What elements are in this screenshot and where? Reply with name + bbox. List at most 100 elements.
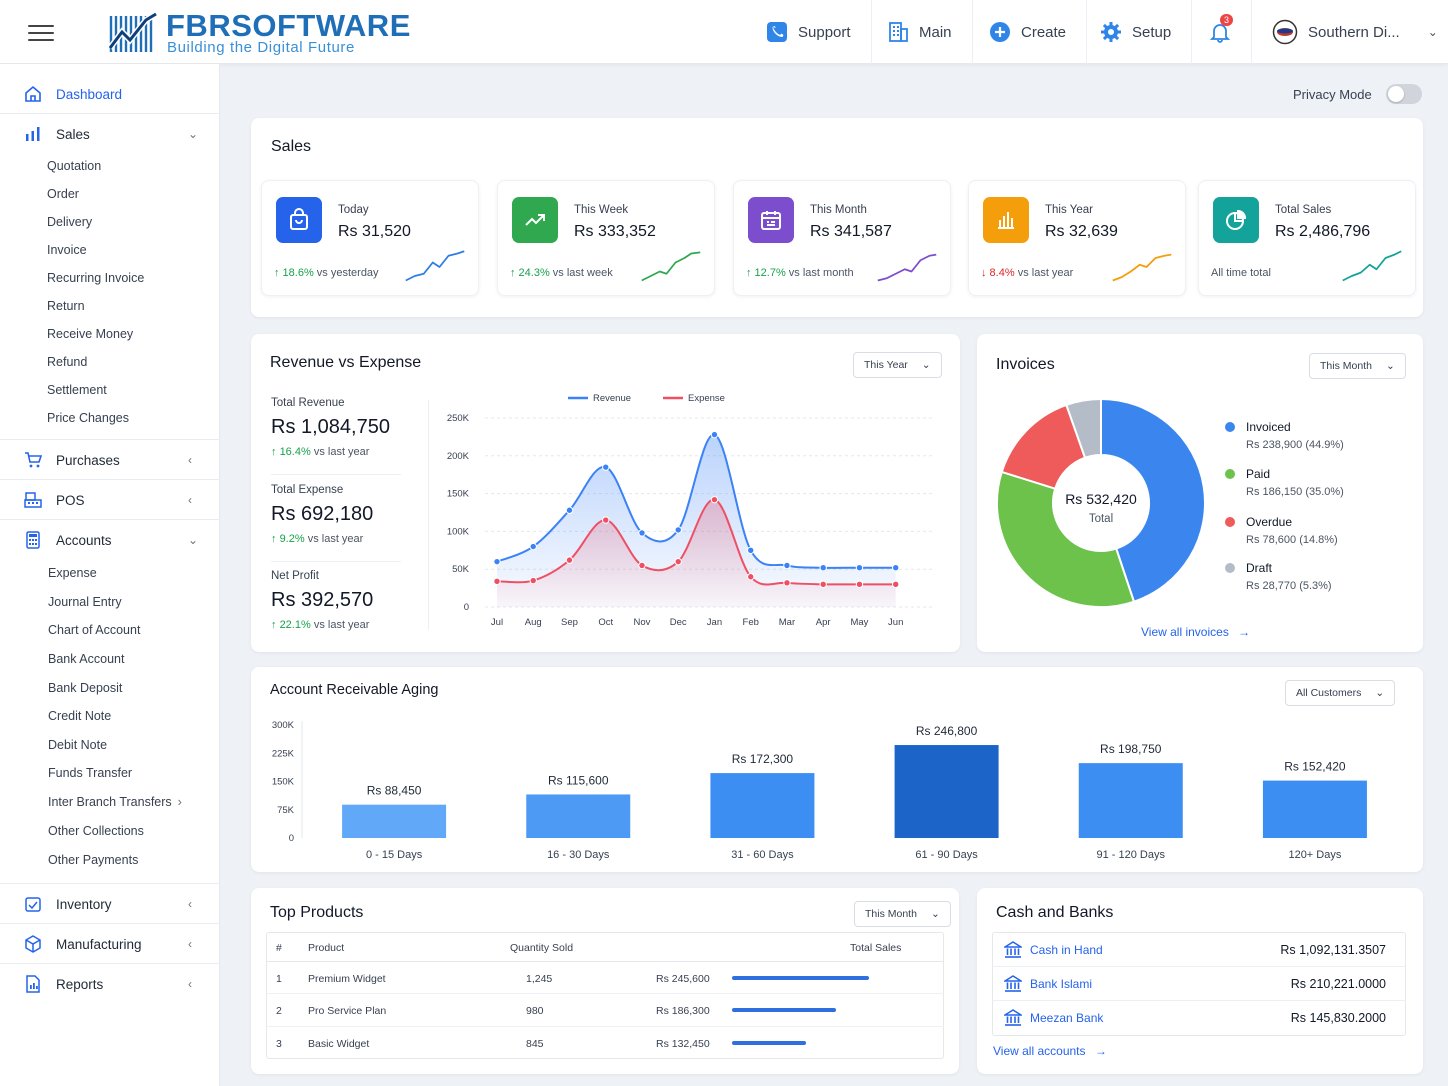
main-button[interactable]: Main xyxy=(867,0,973,64)
bar[interactable] xyxy=(526,794,631,838)
data-point[interactable] xyxy=(529,576,537,585)
sidebar-subitem-delivery[interactable]: Delivery xyxy=(47,215,93,229)
data-point[interactable] xyxy=(747,573,755,581)
data-point[interactable] xyxy=(892,563,900,572)
chevron-down-icon: ⌄ xyxy=(1427,25,1438,39)
series-area xyxy=(497,499,896,607)
data-point[interactable] xyxy=(819,563,827,572)
sidebar-subitem-other-payments[interactable]: Other Payments xyxy=(48,853,139,867)
sidebar-item-reports[interactable]: Reports ‹ xyxy=(0,964,220,1004)
bank-account-name[interactable]: Bank Islami xyxy=(1030,977,1093,991)
setup-button[interactable]: Setup xyxy=(1080,0,1193,64)
sales-bar xyxy=(732,1041,806,1045)
bank-account-name[interactable]: Meezan Bank xyxy=(1030,1011,1104,1025)
data-point[interactable] xyxy=(565,506,574,514)
sidebar-subitem-funds-transfer[interactable]: Funds Transfer xyxy=(48,766,133,780)
data-point[interactable] xyxy=(638,529,646,537)
bank-account-row[interactable]: Cash in Hand Rs 1,092,131.3507 xyxy=(992,933,1406,967)
data-point[interactable] xyxy=(819,580,827,589)
sidebar-item-manufacturing[interactable]: Manufacturing ‹ xyxy=(0,924,220,964)
sales-month-card[interactable]: This Month Rs 341,587 ↑ 12.7% vs last mont… xyxy=(733,180,951,296)
sidebar-item-inventory[interactable]: Inventory ‹ xyxy=(0,884,220,924)
sidebar-subitem-credit-note[interactable]: Credit Note xyxy=(48,709,112,723)
sidebar-subitem-receive-money[interactable]: Receive Money xyxy=(47,327,134,341)
bag-icon xyxy=(276,197,322,243)
sidebar-subitem-price-changes[interactable]: Price Changes xyxy=(47,411,129,425)
data-point[interactable] xyxy=(493,577,501,585)
bank-account-row[interactable]: Bank Islami Rs 210,221.0000 xyxy=(992,967,1406,1001)
sales-total-card[interactable]: Total Sales Rs 2,486,796 All time total xyxy=(1198,180,1416,296)
view-all-invoices-link[interactable]: View all invoices → xyxy=(1141,625,1251,639)
data-point[interactable] xyxy=(493,557,501,566)
donut-slice-paid[interactable] xyxy=(996,470,1136,608)
bar[interactable] xyxy=(710,773,815,838)
view-all-accounts-link[interactable]: View all accounts → xyxy=(993,1044,1107,1058)
sidebar-subitem-chart-of-account[interactable]: Chart of Account xyxy=(48,623,141,637)
bank-account-row[interactable]: Meezan Bank Rs 145,830.2000 xyxy=(992,1001,1406,1035)
sidebar-item-purchases[interactable]: Purchases ‹ xyxy=(0,440,220,480)
sidebar-subitem-return[interactable]: Return xyxy=(47,299,85,313)
aging-customer-dropdown[interactable]: All Customers ⌄ xyxy=(1285,680,1396,706)
data-point[interactable] xyxy=(710,495,719,504)
notifications-button[interactable]: 3 xyxy=(1187,0,1252,64)
donut-slice-draft[interactable] xyxy=(1065,398,1102,460)
sidebar-subitem-invoice[interactable]: Invoice xyxy=(47,243,87,257)
sales-year-card[interactable]: This Year Rs 32,639 ↓ 8.4% vs last year xyxy=(968,180,1186,296)
invoices-donut-chart xyxy=(996,398,1206,608)
sales-today-card[interactable]: Today Rs 31,520 ↑ 18.6% vs yesterday xyxy=(261,180,479,296)
x-tick-label: 16 - 30 Days xyxy=(547,849,610,861)
invoices-period-dropdown[interactable]: This Month ⌄ xyxy=(1309,353,1406,379)
sidebar-subitem-debit-note[interactable]: Debit Note xyxy=(48,738,108,752)
data-point[interactable] xyxy=(674,526,682,534)
y-tick-label: 0 xyxy=(464,602,469,613)
sidebar-subitem-other-collections[interactable]: Other Collections xyxy=(48,824,144,838)
sidebar-item-dashboard[interactable]: Dashboard xyxy=(0,74,220,114)
bank-account-name[interactable]: Cash in Hand xyxy=(1030,943,1103,957)
bar[interactable] xyxy=(1078,763,1183,838)
data-point[interactable] xyxy=(747,546,755,555)
data-point[interactable] xyxy=(855,580,864,589)
data-point[interactable] xyxy=(783,579,791,587)
data-point[interactable] xyxy=(674,557,682,566)
sidebar-subitem-inter-branch-transfers[interactable]: Inter Branch Transfers › xyxy=(48,795,182,809)
data-point[interactable] xyxy=(710,430,719,439)
sales-week-card[interactable]: This Week Rs 333,352 ↑ 24.3% vs last week xyxy=(497,180,715,296)
create-button[interactable]: Create xyxy=(969,0,1088,64)
data-point[interactable] xyxy=(892,580,900,589)
data-point[interactable] xyxy=(783,561,791,570)
hamburger-menu-icon[interactable] xyxy=(28,20,54,44)
sidebar-item-accounts[interactable]: Accounts ⌄ xyxy=(0,520,220,560)
notification-badge: 3 xyxy=(1220,14,1234,26)
data-point[interactable] xyxy=(529,542,537,551)
top-products-period-dropdown[interactable]: This Month ⌄ xyxy=(854,901,951,927)
company-switcher[interactable]: Southern Di... ⌄ xyxy=(1252,0,1438,64)
sidebar-subitem-bank-deposit[interactable]: Bank Deposit xyxy=(48,681,123,695)
privacy-mode-toggle[interactable] xyxy=(1386,84,1422,104)
data-point[interactable] xyxy=(565,556,574,564)
bar[interactable] xyxy=(342,804,447,838)
sidebar-subitem-journal-entry[interactable]: Journal Entry xyxy=(48,595,122,609)
data-point[interactable] xyxy=(855,563,864,572)
y-tick-label: 250K xyxy=(447,413,470,424)
donut-slice-invoiced[interactable] xyxy=(1100,398,1206,603)
sidebar-subitem-order[interactable]: Order xyxy=(47,187,79,201)
sidebar-subitem-settlement[interactable]: Settlement xyxy=(47,383,107,397)
sidebar-subitem-quotation[interactable]: Quotation xyxy=(47,159,102,173)
data-point[interactable] xyxy=(638,561,646,570)
sidebar-subitem-recurring-invoice[interactable]: Recurring Invoice xyxy=(47,271,145,285)
cell-num: 1 xyxy=(276,973,282,985)
sidebar-item-sales[interactable]: Sales ⌄ xyxy=(0,114,220,154)
revenue-period-dropdown[interactable]: This Year ⌄ xyxy=(853,352,942,378)
bar[interactable] xyxy=(894,745,999,838)
chevron-left-icon: ‹ xyxy=(188,937,192,951)
data-point[interactable] xyxy=(602,463,610,471)
data-point[interactable] xyxy=(602,516,610,524)
sidebar-subitem-bank-account[interactable]: Bank Account xyxy=(48,652,125,666)
sidebar-subitem-expense[interactable]: Expense xyxy=(48,566,97,580)
bar[interactable] xyxy=(1262,780,1367,838)
sidebar-item-label: Manufacturing xyxy=(56,936,142,952)
support-button[interactable]: Support xyxy=(746,0,872,64)
sidebar-item-pos[interactable]: POS ‹ xyxy=(0,480,220,520)
sidebar-item-label: Dashboard xyxy=(56,86,123,102)
sidebar-subitem-refund[interactable]: Refund xyxy=(47,355,88,369)
